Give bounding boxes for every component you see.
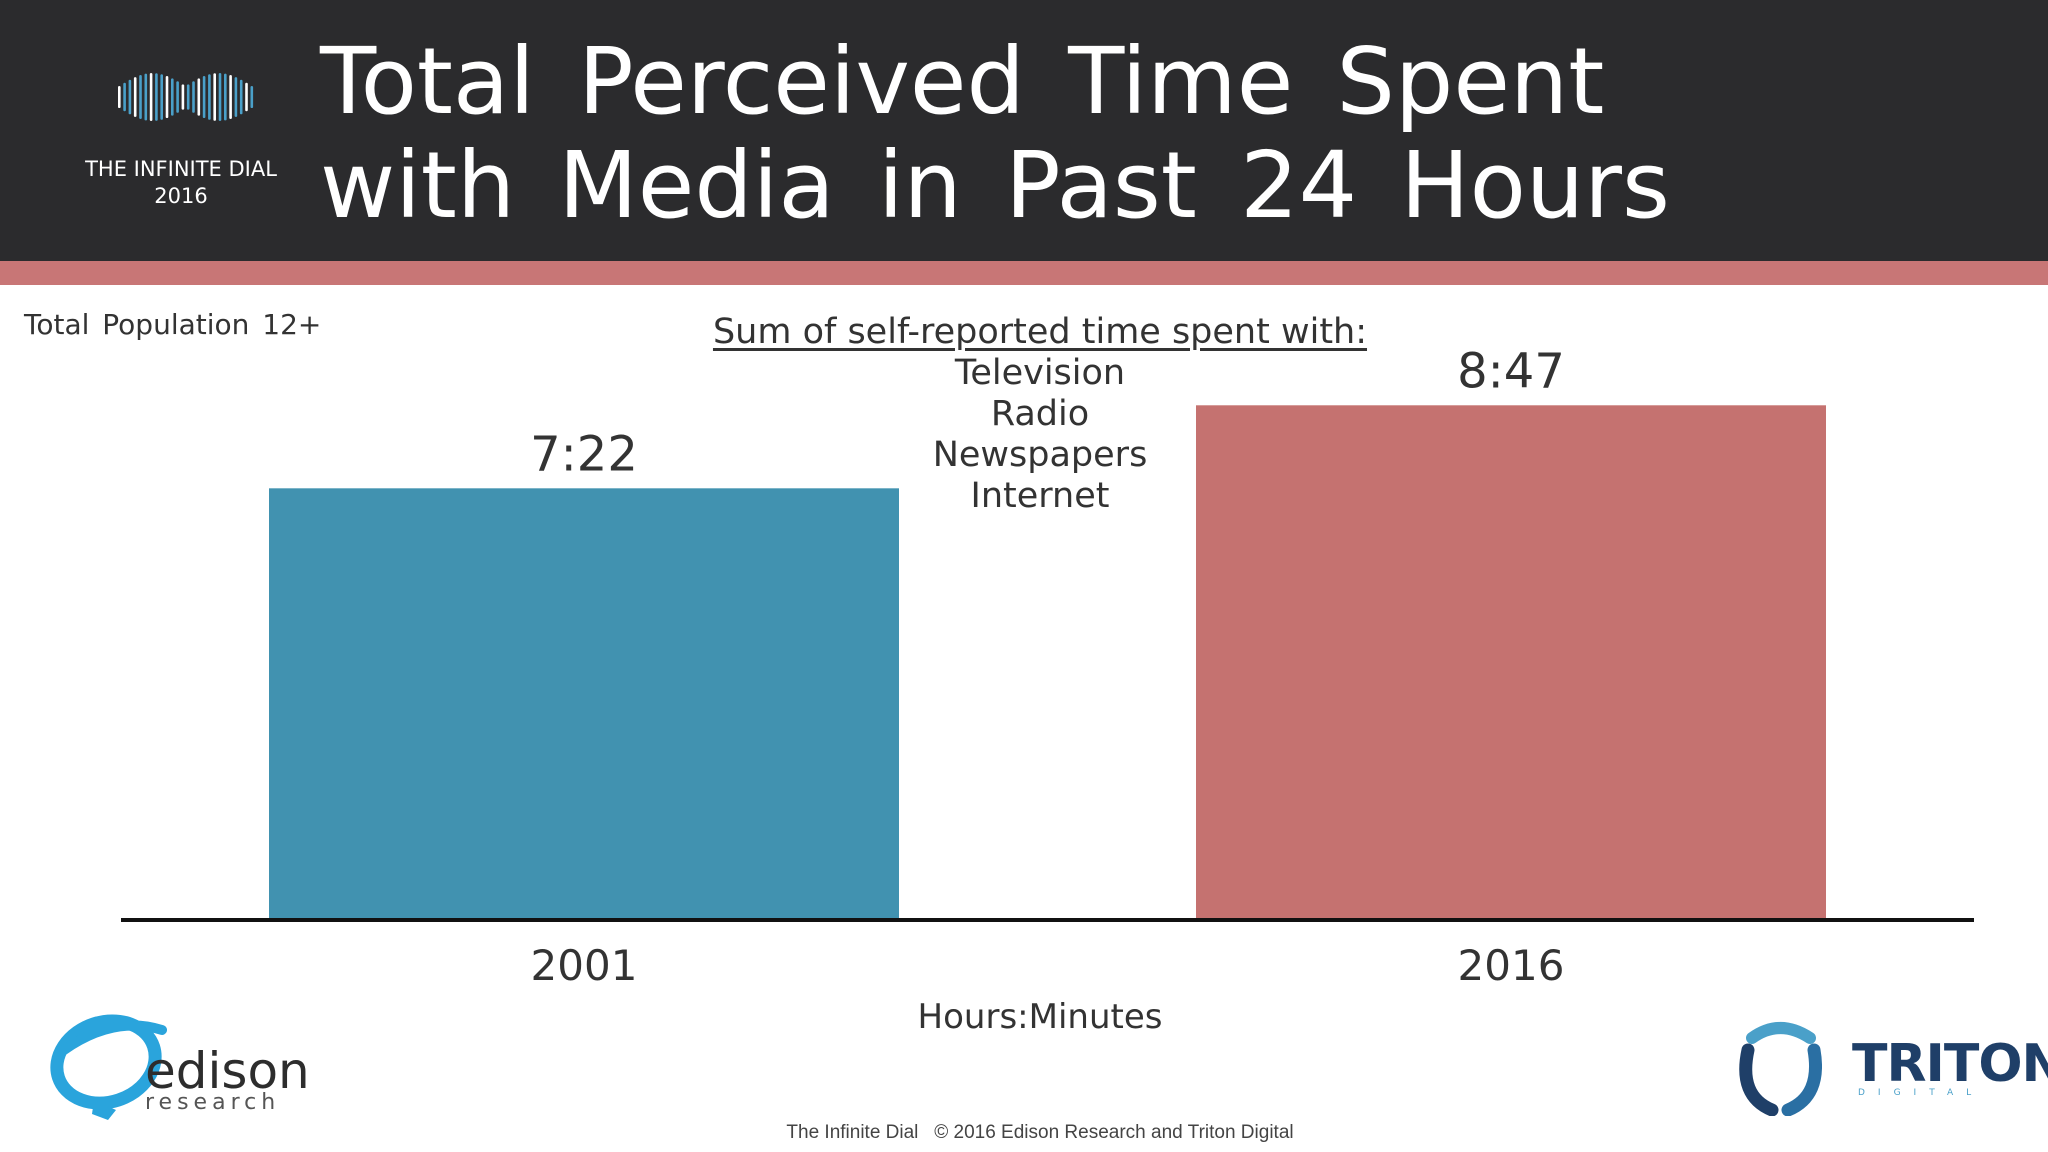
chart-note-heading: Sum of self-reported time spent with:: [712, 312, 1368, 352]
accent-stripe: [0, 261, 2048, 285]
dial-bar: [128, 79, 132, 115]
data-label-2016: 8:47: [1457, 343, 1565, 399]
infinite-dial-logo-icon: [118, 73, 254, 121]
data-label-2001: 7:22: [530, 426, 638, 482]
page-title: Total Perceived Time Spent with Media in…: [320, 30, 1670, 238]
chart-note-item-television: Television: [954, 353, 1126, 393]
page-title-line-2: with Media in Past 24 Hours: [320, 132, 1670, 239]
dial-bar: [192, 81, 195, 113]
category-label-2016: 2016: [1458, 941, 1565, 990]
logo-caption-name: THE INFINITE DIAL: [85, 157, 277, 181]
dial-bar: [197, 78, 201, 116]
dial-bar: [213, 73, 216, 121]
category-label-2001: 2001: [531, 941, 638, 990]
chart-note: Sum of self-reported time spent with: Te…: [640, 312, 1440, 517]
triton-logo-sub: DIGITAL: [1858, 1088, 1985, 1098]
dial-bar: [144, 73, 148, 121]
dial-bar: [139, 75, 142, 119]
bar-2001: [269, 488, 899, 920]
chart-note-item-radio: Radio: [990, 394, 1090, 434]
dial-bar: [234, 77, 238, 117]
dial-bar: [149, 73, 153, 121]
dial-bar: [123, 82, 126, 112]
triton-logo-word: TRITON: [1852, 1034, 2048, 1094]
dial-bar: [224, 73, 227, 121]
edison-logo-sub: research: [145, 1090, 281, 1115]
edison-research-logo-icon: [50, 1014, 167, 1120]
dial-bar: [165, 75, 169, 119]
dial-bar: [118, 86, 121, 108]
bar-2016: [1196, 405, 1826, 921]
dial-bar: [202, 75, 206, 119]
dial-bar: [176, 81, 179, 113]
triton-digital-logo-icon: [1739, 1022, 1822, 1116]
population-subtitle: Total Population 12+: [24, 308, 322, 341]
chart-note-item-internet: Internet: [970, 476, 1110, 516]
dial-bar: [133, 77, 137, 117]
dial-bar: [239, 79, 243, 115]
edison-logo-word: edison: [145, 1042, 310, 1100]
dial-bar: [208, 74, 211, 120]
dial-bar: [155, 73, 158, 121]
dial-bar: [171, 78, 174, 116]
page-title-line-1: Total Perceived Time Spent: [320, 28, 1605, 135]
dial-bar: [245, 82, 248, 112]
x-axis-title: Hours:Minutes: [917, 997, 1163, 1037]
dial-bar: [218, 73, 222, 121]
chart-note-item-newspapers: Newspapers: [932, 435, 1148, 475]
dial-bar: [160, 74, 163, 120]
dial-bar: [186, 84, 190, 110]
footer-copyright: The Infinite Dial © 2016 Edison Research…: [786, 1122, 1294, 1143]
logo-caption: THE INFINITE DIAL 2016: [60, 156, 302, 210]
dial-bar: [181, 84, 185, 110]
dial-bar: [229, 75, 232, 119]
dial-bar: [250, 86, 254, 108]
header-bar: [0, 0, 2048, 261]
logo-caption-year: 2016: [154, 184, 208, 208]
